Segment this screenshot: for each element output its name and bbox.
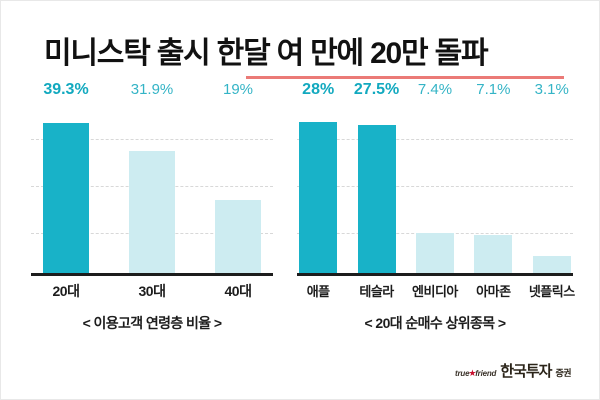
bar-value-label: 39.3% bbox=[43, 81, 89, 98]
bar-value-label: 27.5% bbox=[353, 81, 400, 98]
x-axis-label: 20대 bbox=[52, 283, 80, 299]
bar-value-label: 3.1% bbox=[534, 81, 569, 98]
title-underline bbox=[246, 76, 564, 79]
brand-logo: true★friend 한국투자 증권 bbox=[455, 360, 571, 381]
bar-value-label: 19% bbox=[222, 81, 254, 98]
gridline bbox=[31, 139, 273, 140]
logo-company-name: 한국투자 bbox=[500, 363, 552, 380]
logo-friend-word: friend bbox=[475, 369, 497, 378]
bar: 28% bbox=[299, 82, 338, 273]
plot-area-right: 28% 27.5% 7.4% 7.1% 3.1% bbox=[289, 82, 581, 276]
x-axis-label: 테슬라 bbox=[359, 284, 394, 299]
bar-slot: 28% bbox=[299, 82, 338, 273]
bar: 3.1% bbox=[532, 82, 571, 273]
bar-slot: 27.5% bbox=[354, 82, 399, 273]
chart-caption-left: < 이용고객 연령층 비율 > bbox=[82, 315, 222, 331]
x-axis-label: 30대 bbox=[138, 283, 166, 299]
bar: 27.5% bbox=[354, 82, 399, 273]
bar-group-left: 39.3% 31.9% 19% bbox=[23, 82, 281, 273]
bar: 19% bbox=[215, 82, 261, 273]
bar-slot: 39.3% bbox=[43, 82, 89, 273]
bar-slot: 7.4% bbox=[415, 82, 454, 273]
x-axis-label: 애플 bbox=[306, 284, 330, 299]
chart-caption-right: < 20대 순매수 상위종목 > bbox=[364, 315, 507, 331]
bar-group-right: 28% 27.5% 7.4% 7.1% 3.1% bbox=[289, 82, 581, 273]
bar: 31.9% bbox=[129, 82, 175, 273]
star-icon: ★ bbox=[468, 368, 477, 378]
x-axis-label: 엔비디아 bbox=[412, 284, 458, 299]
logo-true-text: true★friend bbox=[455, 368, 496, 379]
bar-value-label: 7.4% bbox=[417, 81, 453, 98]
bar-slot: 7.1% bbox=[474, 82, 513, 273]
x-axis-line bbox=[31, 273, 273, 276]
bar-slot: 3.1% bbox=[532, 82, 571, 273]
headline: 미니스탁 출시 한달 여 만에 20만 돌파 bbox=[44, 34, 574, 82]
bar: 39.3% bbox=[43, 82, 89, 273]
logo-company-suffix: 증권 bbox=[555, 368, 571, 378]
x-axis-label: 넷플릭스 bbox=[528, 284, 575, 299]
bar-value-label: 28% bbox=[302, 81, 335, 98]
x-axis-line bbox=[297, 273, 573, 276]
bar: 7.4% bbox=[415, 82, 454, 273]
x-axis-label: 아마존 bbox=[476, 284, 511, 299]
x-axis-labels-left: 20대 30대 40대 bbox=[23, 281, 281, 301]
bar-slot: 19% bbox=[215, 82, 261, 273]
chart-top-stocks: 28% 27.5% 7.4% 7.1% 3.1% 애플 테슬라 엔비디아 아마존 넷플릭스 < … bbox=[289, 82, 581, 346]
gridline bbox=[297, 139, 573, 140]
page-title: 미니스탁 출시 한달 여 만에 20만 돌파 bbox=[44, 37, 489, 70]
x-axis-label: 40대 bbox=[224, 283, 252, 299]
x-axis-labels-right: 애플 테슬라 엔비디아 아마존 넷플릭스 bbox=[289, 281, 581, 300]
logo-true-word: true bbox=[455, 369, 470, 378]
bar: 7.1% bbox=[474, 82, 513, 273]
plot-area-left: 39.3% 31.9% 19% bbox=[23, 82, 281, 276]
bar-value-label: 31.9% bbox=[130, 81, 174, 98]
bar-value-label: 7.1% bbox=[476, 81, 511, 98]
gridline bbox=[297, 186, 573, 187]
bar-slot: 31.9% bbox=[129, 82, 175, 273]
chart-age-ratio: 39.3% 31.9% 19% 20대 30대 40대 < 이용고객 연령층 비율 > bbox=[23, 82, 281, 346]
